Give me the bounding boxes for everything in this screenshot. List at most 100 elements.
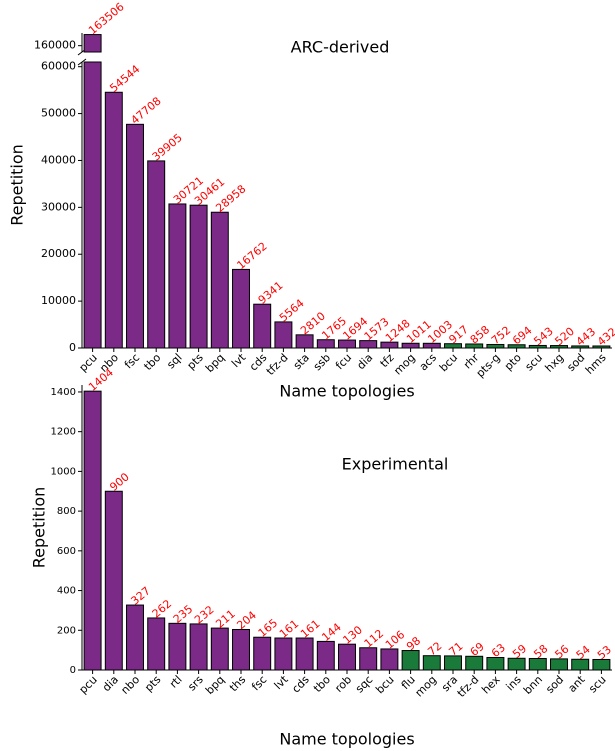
y-tick-label: 160000: [34, 39, 76, 52]
x-tick-label: lvt: [272, 673, 291, 692]
x-tick-label: sod: [564, 351, 587, 374]
x-tick-label: pto: [502, 351, 524, 373]
value-label: 694: [510, 324, 534, 347]
y-tick-label: 1400: [51, 387, 76, 398]
value-label: 161: [277, 617, 301, 640]
x-tick-label: scu: [523, 351, 545, 373]
x-tick-label: dia: [354, 351, 375, 372]
y-tick-label: 600: [57, 546, 76, 557]
x-tick-label: hxg: [543, 351, 567, 375]
value-label: 112: [362, 627, 386, 650]
value-label: 211: [213, 607, 237, 630]
x-tick-label: bcu: [373, 673, 396, 696]
value-label: 432: [595, 325, 615, 348]
bar: [168, 203, 187, 349]
bar: [210, 627, 229, 671]
x-tick-label: sta: [291, 351, 312, 372]
value-label: 39905: [150, 131, 185, 163]
x-tick-label: bcu: [437, 351, 460, 374]
bar: [104, 91, 123, 349]
value-label: 752: [489, 324, 513, 347]
bar: [126, 123, 144, 349]
value-label: 262: [150, 597, 174, 620]
y-tick-label: 0: [70, 665, 76, 676]
x-tick-label: pcu: [76, 673, 99, 696]
bar: [316, 640, 335, 671]
bar: [253, 303, 272, 349]
bar: [147, 160, 166, 349]
x-tick-label: fsc: [122, 351, 142, 371]
x-tick-label: dia: [100, 673, 121, 694]
x-tick-label: sqc: [353, 673, 375, 695]
x-tick-label: ins: [504, 673, 525, 694]
bar: [232, 628, 250, 671]
value-label: 163506: [86, 0, 127, 37]
y-tick-label: 50000: [41, 107, 76, 120]
bar: [274, 637, 293, 671]
x-tick-label: mog: [391, 351, 417, 377]
bar: [253, 636, 272, 671]
x-tick-label: ths: [227, 673, 248, 694]
x-tick-label: srs: [185, 673, 206, 694]
x-tick-label: tfz-d: [264, 351, 291, 378]
value-label: 543: [531, 325, 555, 348]
x-tick-label: sql: [164, 351, 184, 371]
x-axis-label: Name topologies: [279, 730, 414, 749]
x-tick-label: ssb: [311, 351, 333, 373]
x-tick-label: acs: [417, 351, 439, 373]
x-tick-label: nbo: [118, 673, 142, 697]
value-label: 54544: [107, 62, 142, 94]
bar: [295, 637, 314, 671]
x-tick-label: fcu: [333, 351, 354, 372]
x-tick-label: bpq: [203, 673, 227, 697]
y-tick-label: 20000: [41, 247, 76, 260]
value-label: 47708: [129, 94, 164, 126]
x-tick-label: fsc: [249, 673, 269, 693]
value-label: 165: [256, 616, 280, 639]
bar: [147, 617, 166, 671]
x-tick-label: mog: [413, 673, 439, 699]
y-tick-label: 800: [57, 506, 76, 517]
bar-lower: [83, 61, 102, 349]
y-tick-label: 0: [69, 341, 76, 354]
bar: [401, 650, 420, 671]
x-tick-label: pts: [185, 351, 206, 372]
bar: [232, 268, 250, 349]
value-label: 235: [171, 602, 195, 625]
x-axis-label: Name topologies: [279, 382, 414, 401]
y-axis-label: Repetition: [8, 144, 27, 226]
y-tick-label: 40000: [41, 153, 76, 166]
x-tick-label: rtl: [167, 673, 185, 691]
y-tick-label: 1000: [51, 466, 76, 477]
x-tick-label: lvt: [229, 351, 248, 370]
bar: [380, 648, 399, 671]
bar: [210, 211, 229, 349]
value-label: 327: [129, 584, 153, 607]
bar: [295, 334, 314, 349]
y-tick-label: 60000: [41, 60, 76, 73]
bar: [359, 647, 378, 671]
bar: [126, 604, 144, 671]
value-label: 106: [383, 628, 407, 651]
bar: [444, 655, 462, 671]
bar: [274, 321, 293, 349]
x-tick-label: tbo: [142, 351, 164, 373]
chart-title: ARC-derived: [291, 38, 390, 57]
x-tick-label: cds: [289, 673, 312, 696]
x-tick-label: pts: [142, 673, 163, 694]
bar: [422, 655, 441, 671]
value-label: 5564: [277, 297, 307, 325]
bar: [338, 643, 356, 671]
value-label: 232: [192, 603, 216, 626]
y-tick-label: 30000: [41, 200, 76, 213]
x-tick-label: tbo: [311, 673, 333, 695]
bar: [465, 655, 484, 671]
y-axis-label: Repetition: [30, 487, 49, 569]
x-tick-label: pcu: [76, 351, 99, 374]
x-tick-label: tfz-d: [455, 673, 482, 700]
x-tick-label: scu: [586, 673, 608, 695]
x-tick-label: ant: [566, 673, 588, 695]
bar-upper: [83, 34, 102, 53]
value-label: 9341: [256, 279, 286, 307]
